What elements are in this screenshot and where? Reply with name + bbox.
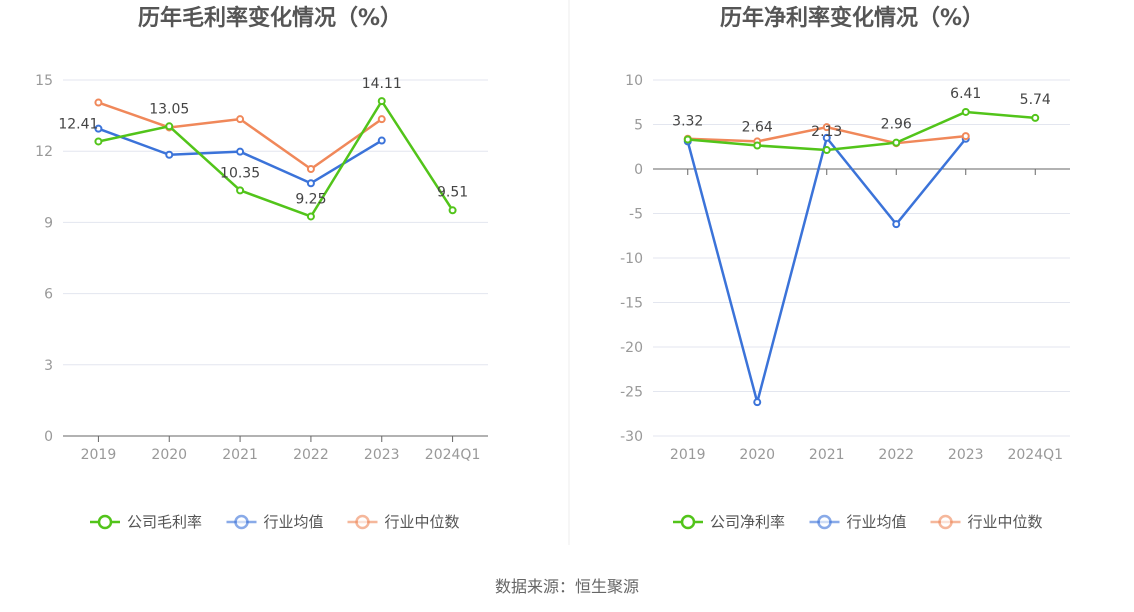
y-tick-label: 12	[35, 144, 53, 160]
data-point	[236, 186, 245, 195]
data-point	[236, 147, 245, 156]
y-tick-label: 3	[44, 358, 53, 374]
data-point	[448, 206, 457, 215]
y-tick-label: 15	[35, 73, 53, 89]
y-tick-label: 6	[44, 287, 53, 303]
legend-label: 行业均值	[847, 513, 907, 531]
data-point	[822, 133, 831, 142]
y-tick-label: -15	[620, 296, 643, 312]
data-label: 10.35	[220, 165, 260, 181]
x-tick-label: 2024Q1	[1007, 447, 1063, 463]
data-point	[165, 150, 174, 159]
y-tick-label: -25	[620, 385, 643, 401]
data-label: 5.74	[1020, 92, 1051, 108]
x-tick-label: 2021	[222, 447, 258, 463]
legend-label: 行业中位数	[385, 513, 460, 531]
x-tick-label: 2023	[364, 447, 400, 463]
data-point	[961, 132, 970, 141]
x-tick-label: 2022	[293, 447, 329, 463]
legend-marker	[97, 514, 113, 530]
y-tick-label: 5	[634, 118, 643, 134]
data-point	[94, 137, 103, 146]
data-point	[892, 220, 901, 229]
data-point	[892, 138, 901, 147]
data-label: 13.05	[149, 101, 189, 117]
legend-label: 行业中位数	[968, 513, 1043, 531]
data-label: 2.13	[811, 124, 842, 140]
legend-label: 行业均值	[264, 513, 324, 531]
x-tick-label: 2020	[739, 447, 775, 463]
series-line-0	[98, 99, 454, 218]
data-label: 12.41	[58, 116, 98, 132]
data-label: 9.51	[437, 184, 468, 200]
data-point	[377, 97, 386, 106]
y-tick-label: -20	[620, 340, 643, 356]
x-tick-label: 2019	[670, 447, 706, 463]
data-point	[822, 146, 831, 155]
net-margin-chart: 历年净利率变化情况（%） -30 -25 -20 -15 -10 -5 0 5 10 2019 202…	[620, 5, 1070, 531]
data-point	[753, 398, 762, 407]
data-point	[1031, 113, 1040, 122]
data-label: 14.11	[362, 76, 402, 92]
x-tick-label: 2021	[809, 447, 845, 463]
series-line-0	[687, 110, 1036, 152]
x-tick-label: 2019	[81, 447, 117, 463]
data-point	[236, 115, 245, 124]
y-tick-label: 9	[44, 215, 53, 231]
data-label: 2.96	[881, 117, 912, 133]
legend-label: 公司毛利率	[127, 513, 202, 531]
data-point	[377, 115, 386, 124]
legend-marker	[680, 514, 696, 530]
gross-margin-chart: 历年毛利率变化情况（%） 0 3 6 9 12 15 2019 2020 2021 2022 2023…	[35, 5, 488, 531]
x-tick-label: 2024Q1	[425, 447, 481, 463]
legend-marker	[355, 514, 370, 530]
x-tick-label: 2023	[948, 447, 984, 463]
data-point	[683, 135, 692, 144]
y-tick-label: -5	[629, 207, 643, 223]
data-label: 2.64	[742, 120, 773, 136]
legend-marker	[234, 514, 249, 530]
data-point	[306, 212, 315, 221]
chart-title: 历年毛利率变化情况（%）	[138, 5, 402, 31]
y-tick-label: -30	[620, 429, 643, 445]
x-tick-label: 2022	[878, 447, 914, 463]
data-point	[165, 122, 174, 131]
chart-title: 历年净利率变化情况（%）	[720, 5, 984, 31]
legend-marker	[817, 514, 832, 530]
series-line-2	[98, 101, 383, 171]
data-point	[306, 179, 315, 188]
y-tick-label: 0	[634, 162, 643, 178]
data-point	[377, 136, 386, 145]
data-point	[306, 165, 315, 173]
data-point	[94, 124, 103, 133]
data-point	[822, 123, 831, 132]
legend-label: 公司净利率	[710, 513, 785, 531]
data-label: 9.25	[295, 191, 326, 207]
y-tick-label: 0	[44, 429, 53, 445]
data-point	[961, 107, 970, 116]
y-tick-label: -10	[620, 251, 643, 267]
data-label: 6.41	[950, 86, 981, 102]
data-point	[94, 98, 103, 107]
data-point	[753, 141, 762, 150]
series-line-1	[686, 136, 967, 404]
source-note: 数据来源：恒生聚源	[495, 577, 639, 596]
x-tick-label: 2020	[151, 447, 187, 463]
data-label: 3.32	[672, 113, 703, 129]
legend-marker	[938, 514, 953, 530]
y-tick-label: 10	[625, 73, 643, 89]
